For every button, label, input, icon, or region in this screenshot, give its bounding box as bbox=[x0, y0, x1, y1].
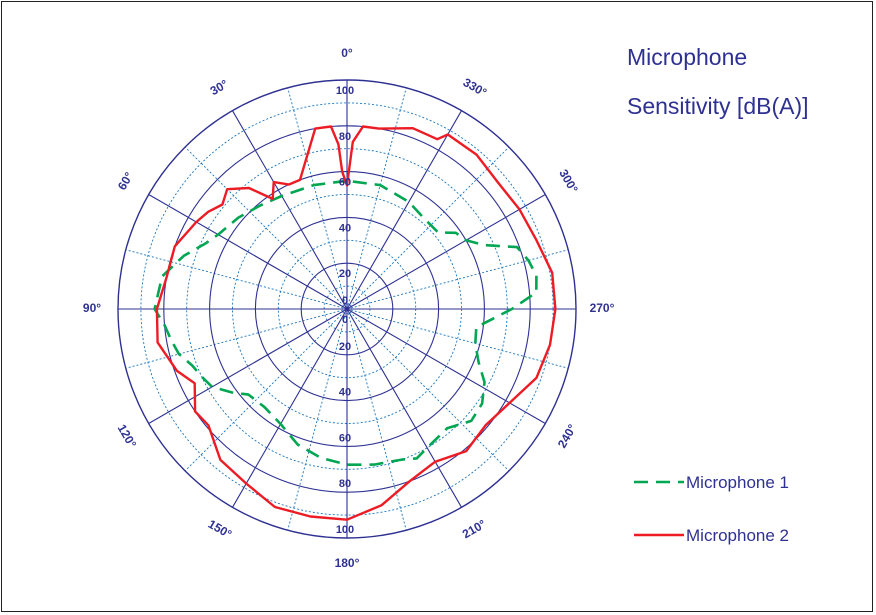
major-grid-spoke bbox=[232, 308, 348, 508]
series-line-microphone-2 bbox=[155, 125, 557, 521]
angle-label: 150° bbox=[206, 517, 235, 542]
angle-label: 0° bbox=[341, 46, 353, 60]
lower-radial-label: 20 bbox=[339, 341, 351, 353]
chart-title-line-1: Microphone bbox=[627, 44, 748, 70]
lower-radial-label: 80 bbox=[339, 478, 351, 490]
angle-label: 60° bbox=[115, 170, 136, 193]
chart-title-line-2: Sensitivity [dB(A)] bbox=[627, 93, 809, 119]
major-grid-spoke bbox=[232, 110, 348, 310]
angle-label: 270° bbox=[590, 301, 615, 315]
angle-label: 300° bbox=[556, 167, 581, 196]
lower-radial-label: 0 bbox=[342, 295, 348, 307]
angle-label: 180° bbox=[335, 556, 360, 570]
upper-radial-label: 20 bbox=[339, 268, 351, 280]
angle-label: 120° bbox=[115, 422, 140, 451]
upper-radial-label: 0 bbox=[342, 314, 348, 326]
angle-label: 330° bbox=[461, 75, 490, 100]
major-grid-spoke bbox=[346, 194, 546, 310]
legend-label-microphone-2: Microphone 2 bbox=[686, 526, 790, 545]
angle-label: 240° bbox=[555, 422, 580, 451]
upper-radial-label: 100 bbox=[336, 85, 354, 97]
legend-label-microphone-1: Microphone 1 bbox=[686, 473, 790, 492]
angle-label: 90° bbox=[83, 301, 101, 315]
angle-label: 30° bbox=[208, 77, 231, 98]
lower-radial-label: 40 bbox=[339, 387, 351, 399]
upper-radial-label: 40 bbox=[339, 222, 351, 234]
major-grid-spoke bbox=[148, 194, 348, 310]
major-grid-spoke bbox=[346, 110, 462, 310]
lower-radial-label: 60 bbox=[339, 432, 351, 444]
major-grid-spoke bbox=[346, 308, 546, 424]
major-grid-spoke bbox=[346, 308, 462, 508]
lower-radial-label: 100 bbox=[336, 524, 354, 536]
major-grid-spoke bbox=[148, 308, 348, 424]
angle-label: 210° bbox=[460, 517, 489, 542]
upper-radial-label: 60 bbox=[339, 177, 351, 189]
upper-radial-label: 80 bbox=[339, 131, 351, 143]
